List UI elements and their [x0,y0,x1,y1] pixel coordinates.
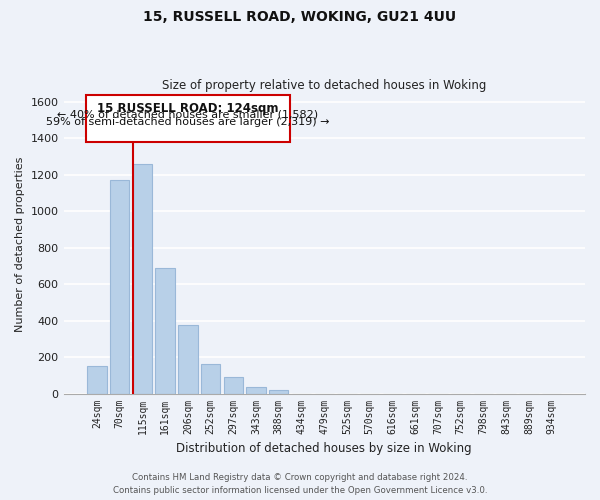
X-axis label: Distribution of detached houses by size in Woking: Distribution of detached houses by size … [176,442,472,455]
Bar [224,377,243,394]
FancyBboxPatch shape [86,96,290,142]
Bar [87,366,107,394]
Bar [201,364,220,394]
Title: Size of property relative to detached houses in Woking: Size of property relative to detached ho… [162,79,487,92]
Text: 59% of semi-detached houses are larger (2,319) →: 59% of semi-detached houses are larger (… [46,117,329,127]
Bar [178,325,197,394]
Bar [110,180,130,394]
Text: ← 40% of detached houses are smaller (1,582): ← 40% of detached houses are smaller (1,… [57,110,319,120]
Bar [269,390,289,394]
Text: 15, RUSSELL ROAD, WOKING, GU21 4UU: 15, RUSSELL ROAD, WOKING, GU21 4UU [143,10,457,24]
Text: Contains HM Land Registry data © Crown copyright and database right 2024.
Contai: Contains HM Land Registry data © Crown c… [113,474,487,495]
Y-axis label: Number of detached properties: Number of detached properties [15,156,25,332]
Bar [133,164,152,394]
Bar [247,387,266,394]
Bar [155,268,175,394]
Text: 15 RUSSELL ROAD: 124sqm: 15 RUSSELL ROAD: 124sqm [97,102,278,115]
